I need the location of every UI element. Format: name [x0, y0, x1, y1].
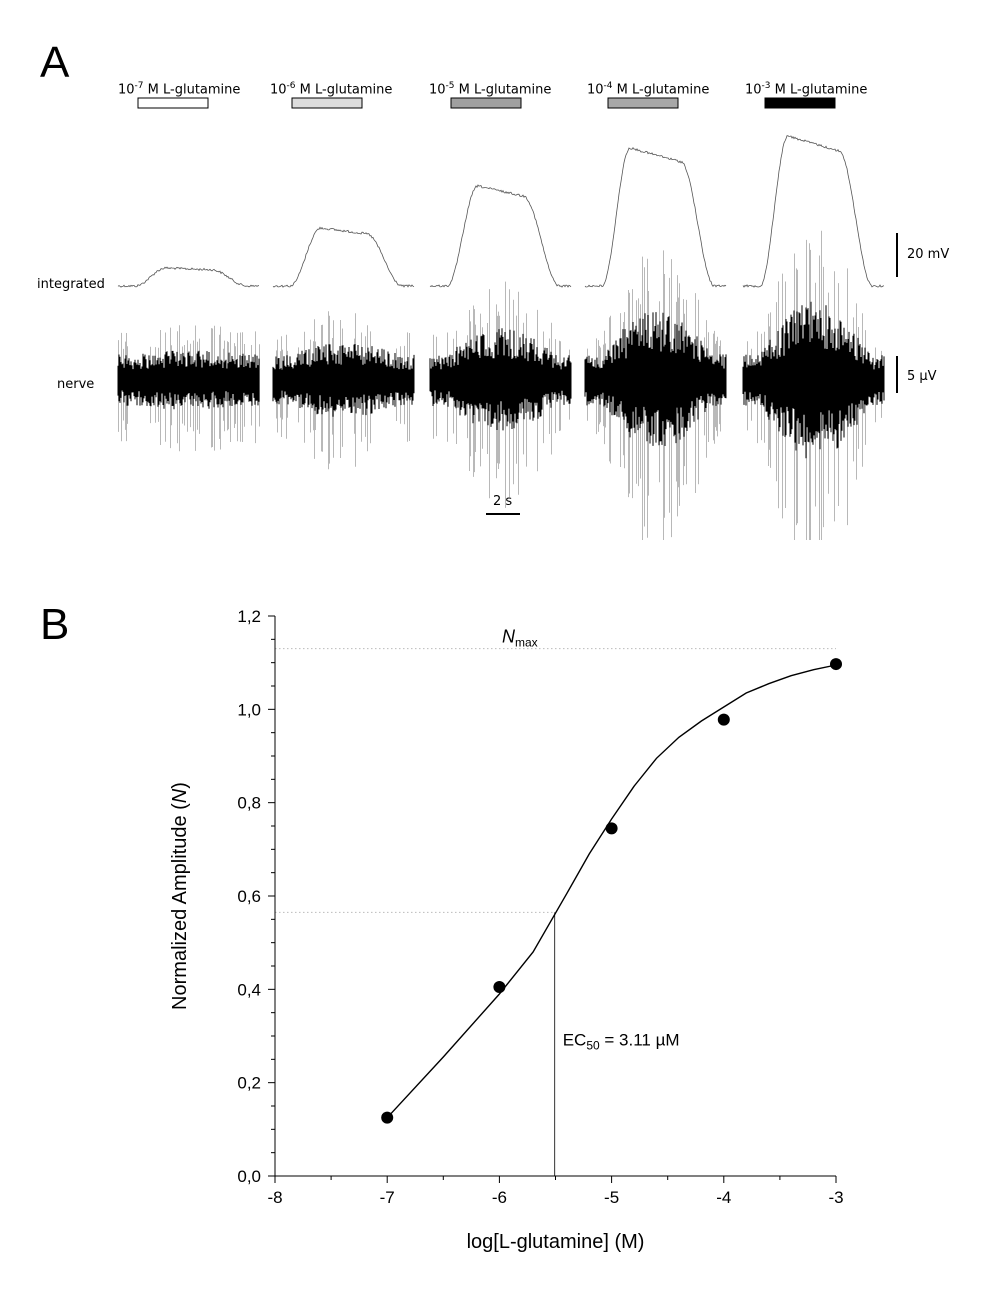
- scale-label-integrated: 20 mV: [907, 247, 950, 262]
- x-tick-label: -7: [380, 1188, 395, 1207]
- y-tick-label: 0,0: [237, 1167, 261, 1186]
- stimulus-bar-2: [291, 97, 363, 109]
- panel-b: B 0,0 0,2 0,4 0,6 0,8 1,0 1,2 -8 -7 -6 -5 -4 -3 log[L…: [0, 570, 1000, 1302]
- panel-b-letter: B: [40, 600, 70, 649]
- panel-a: A 10-7 M L-glutamine 10-6 M L-glutamine …: [0, 0, 1000, 540]
- data-point-2: [493, 981, 506, 993]
- y-axis-label: Normalized Amplitude (N): [169, 782, 191, 1010]
- y-tick-label: 0,8: [237, 794, 261, 813]
- integrated-label: integrated: [37, 277, 105, 292]
- integrated-traces: [117, 135, 885, 288]
- stimulus-bar-5: [764, 97, 836, 109]
- x-tick-label: -8: [267, 1188, 282, 1207]
- stimulus-label-2: 10-6 M L-glutamine: [270, 81, 393, 98]
- y-tick-label: 0,6: [237, 887, 261, 906]
- y-tick-label: 0,2: [237, 1074, 261, 1093]
- x-tick-label: -5: [604, 1188, 619, 1207]
- nmax-label: Nmax: [502, 627, 538, 650]
- nerve-traces: [117, 230, 885, 540]
- ec50-label: EC50 = 3.11 µM: [563, 1030, 680, 1052]
- integrated-trace-2: [272, 226, 415, 288]
- scale-label-nerve: 5 µV: [907, 369, 937, 384]
- data-point-3: [605, 822, 618, 835]
- data-point-1: [381, 1111, 394, 1124]
- data-point-4: [717, 713, 730, 726]
- y-tick-label: 1,0: [237, 700, 261, 719]
- nerve-trace-3: [429, 328, 572, 431]
- stimulus-label-5: 10-3 M L-glutamine: [745, 81, 868, 98]
- integrated-trace-4: [584, 146, 727, 288]
- x-tick-label: -6: [492, 1188, 507, 1207]
- stimulus-bar-3: [450, 97, 522, 109]
- stimulus-label-1: 10-7 M L-glutamine: [118, 81, 241, 98]
- x-tick-label: -4: [716, 1188, 731, 1207]
- nerve-trace-4: [584, 312, 727, 446]
- nerve-trace-1: [117, 350, 260, 410]
- scale-label-time: 2 s: [493, 494, 513, 509]
- x-tick-label: -3: [828, 1188, 843, 1207]
- x-axis-label: log[L-glutamine] (M): [467, 1231, 645, 1253]
- dose-response-chart: 0,0 0,2 0,4 0,6 0,8 1,0 1,2 -8 -7 -6 -5 -4 -3 log[L-g…: [169, 607, 844, 1253]
- nerve-trace-2: [272, 344, 415, 417]
- stimulus-bar-1: [137, 97, 209, 109]
- y-tick-label: 0,4: [237, 980, 261, 999]
- y-tick-label: 1,2: [237, 607, 261, 626]
- recording-traces: [117, 97, 898, 540]
- stimulus-label-3: 10-5 M L-glutamine: [429, 81, 552, 98]
- stimulus-bar-4: [607, 97, 679, 109]
- panel-a-letter: A: [40, 38, 70, 87]
- integrated-trace-5: [742, 135, 885, 288]
- stimulus-label-4: 10-4 M L-glutamine: [587, 81, 710, 98]
- integrated-trace-1: [117, 266, 259, 288]
- nerve-label: nerve: [57, 377, 95, 392]
- integrated-trace-3: [429, 184, 572, 288]
- nerve-trace-5: [742, 301, 885, 459]
- fit-curve: [386, 664, 837, 1119]
- data-point-5: [830, 658, 842, 671]
